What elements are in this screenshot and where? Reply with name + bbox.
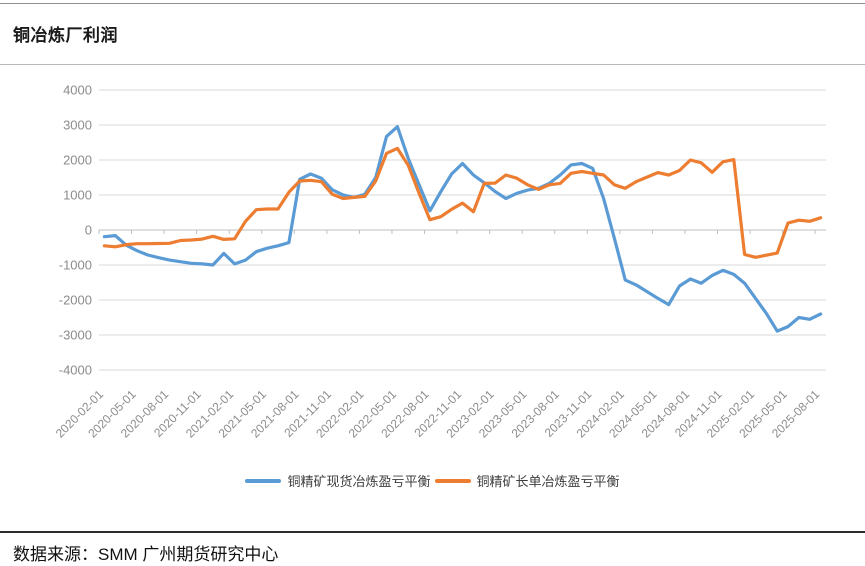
spot-series-swatch [245,478,282,483]
y-tick-label: 1000 [63,188,92,203]
title-divider [0,64,865,65]
series-line-spot [102,125,823,333]
spot-series-label: 铜精矿现货冶炼盈亏平衡 [287,474,431,489]
footer-divider [0,531,865,533]
page-title: 铜冶炼厂利润 [13,26,118,45]
data-source-label: 数据来源：SMM 广州期货研究中心 [13,545,279,564]
legend-item-long: 铜精矿长单冶炼盈亏平衡 [434,471,620,490]
profit-line-chart: 40003000200010000-1000-2000-3000-4000202… [53,83,826,441]
series-line-long [102,146,823,259]
top-border [0,3,865,4]
chart-legend: 铜精矿现货冶炼盈亏平衡 铜精矿长单冶炼盈亏平衡 [0,471,865,490]
long-series-swatch [434,478,471,483]
y-tick-label: -1000 [59,258,92,273]
y-tick-label: 0 [85,223,92,238]
y-tick-label: 2000 [63,153,92,168]
long-series-label: 铜精矿长单冶炼盈亏平衡 [476,474,620,489]
y-tick-label: -2000 [59,293,92,308]
legend-item-spot: 铜精矿现货冶炼盈亏平衡 [245,471,431,490]
y-tick-label: -3000 [59,328,92,343]
y-tick-label: -4000 [59,363,92,378]
y-tick-label: 4000 [63,83,92,98]
y-tick-label: 3000 [63,118,92,133]
